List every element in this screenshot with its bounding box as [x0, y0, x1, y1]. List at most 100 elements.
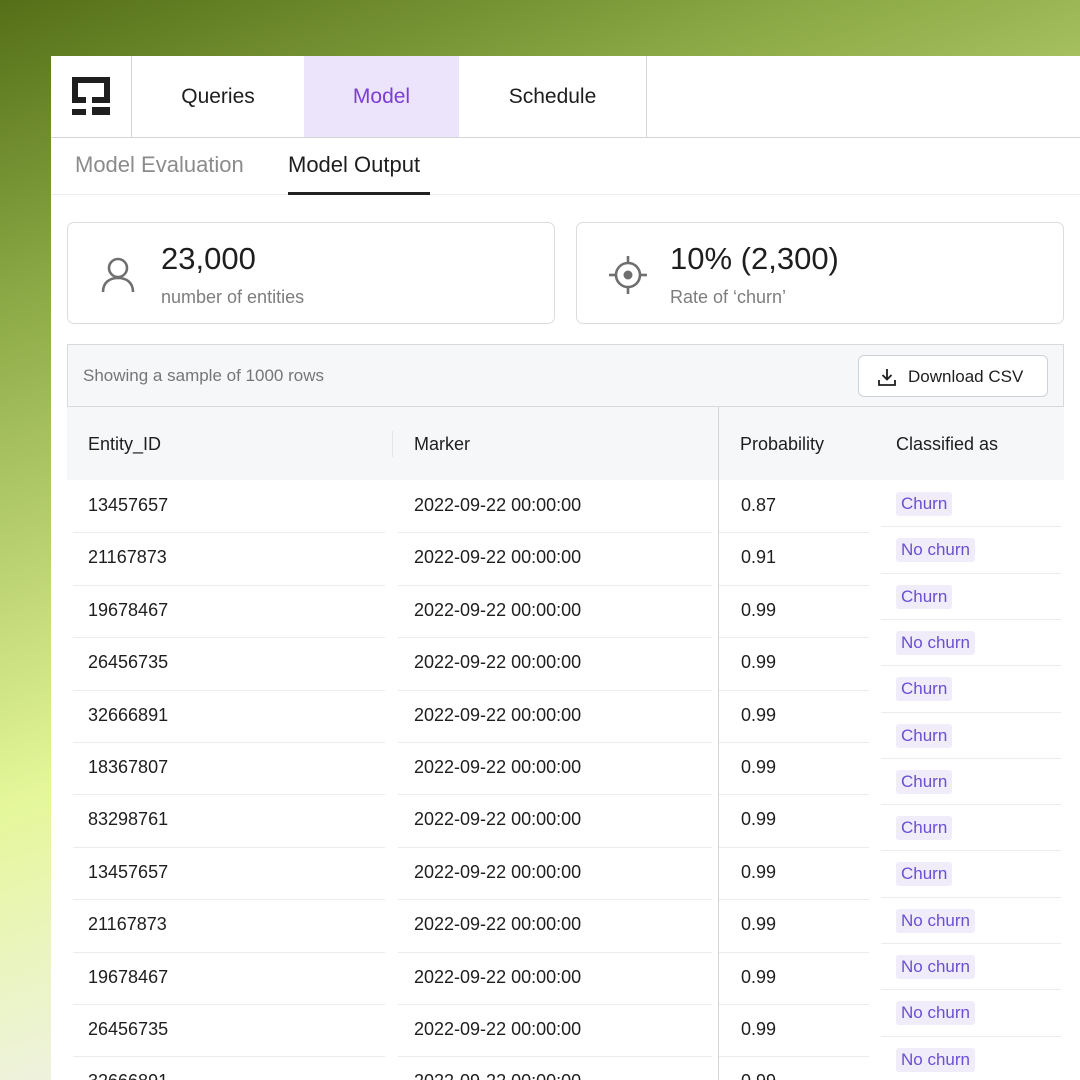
row-divider	[719, 689, 869, 691]
row-divider	[73, 951, 385, 953]
classification-cell: No churn	[881, 526, 1061, 572]
row-divider	[719, 794, 869, 796]
marker-cell: 2022-09-22 00:00:00	[414, 861, 582, 882]
table-row[interactable]: 26456735 2022-09-22 00:00:00	[67, 637, 719, 689]
row-divider	[881, 526, 1061, 528]
probability-cell-wrap: 0.99	[719, 690, 869, 742]
row-divider	[881, 943, 1061, 944]
row-divider	[719, 951, 869, 953]
column-divider-vertical	[718, 407, 719, 1080]
table-header: Entity_ID Marker Probability Classified …	[67, 407, 1064, 480]
classification-badge: Churn	[896, 816, 953, 841]
column-header-classified-as[interactable]: Classified as	[896, 434, 999, 454]
probability-cell-wrap: 0.99	[719, 637, 869, 689]
table-row[interactable]: 32666891 2022-09-22 00:00:00	[67, 690, 719, 742]
row-divider	[398, 584, 712, 586]
marker-cell: 2022-09-22 00:00:00	[414, 1019, 582, 1039]
probability-cell: 0.99	[741, 1019, 777, 1039]
row-divider	[719, 846, 869, 848]
classification-badge: No churn	[896, 630, 975, 655]
probability-cell: 0.99	[741, 966, 777, 987]
probability-cell-wrap: 0.99	[719, 952, 869, 1004]
row-divider	[398, 846, 712, 848]
row-divider	[719, 1004, 869, 1005]
stat-card-churn-rate: 10% (2,300) Rate of ‘churn’	[576, 222, 1064, 324]
sub-tabs: Model Evaluation Model Output	[51, 138, 1080, 195]
classification-badge: Churn	[896, 584, 953, 609]
table-row[interactable]: 13457657 2022-09-22 00:00:00	[67, 480, 719, 532]
table-row[interactable]: 32666891 2022-09-22 00:00:00	[67, 1056, 719, 1080]
table-row[interactable]: 19678467 2022-09-22 00:00:00	[67, 952, 719, 1004]
app-logo[interactable]	[51, 56, 132, 137]
marker-cell: 2022-09-22 00:00:00	[414, 757, 582, 777]
classification-cell: Churn	[881, 573, 1061, 619]
marker-cell: 2022-09-22 00:00:00	[414, 547, 582, 568]
table-row[interactable]: 19678467 2022-09-22 00:00:00	[67, 585, 719, 637]
column-header-entity-id[interactable]: Entity_ID	[88, 434, 162, 454]
subtab-model-evaluation[interactable]: Model Evaluation	[75, 152, 244, 177]
row-divider	[719, 742, 869, 743]
classification-badge: Churn	[896, 723, 953, 748]
row-divider	[73, 689, 385, 691]
entity-id-cell: 13457657	[88, 495, 169, 515]
classification-badge: No churn	[896, 1001, 975, 1026]
classification-cell: No churn	[881, 619, 1061, 665]
entities-label: number of entities	[161, 287, 305, 307]
row-divider	[73, 584, 385, 586]
probability-cell: 0.91	[741, 547, 777, 568]
table-row[interactable]: 26456735 2022-09-22 00:00:00	[67, 1004, 719, 1056]
classification-badge: Churn	[896, 677, 953, 702]
classification-cell: No churn	[881, 1036, 1061, 1080]
download-csv-button[interactable]: Download CSV	[858, 355, 1048, 397]
row-divider	[73, 846, 385, 848]
stat-card-entities: 23,000 number of entities	[67, 222, 555, 324]
table-row[interactable]: 18367807 2022-09-22 00:00:00	[67, 742, 719, 794]
probability-cell-wrap: 0.99	[719, 585, 869, 637]
classification-cell: Churn	[881, 758, 1061, 804]
classification-badge: No churn	[896, 955, 975, 979]
row-divider	[719, 532, 869, 534]
entities-count: 23,000	[161, 241, 256, 276]
row-divider	[881, 618, 1061, 620]
entity-id-cell: 13457657	[88, 861, 169, 882]
entity-id-cell: 32666891	[88, 1071, 168, 1080]
row-divider	[881, 711, 1061, 713]
entity-id-cell: 26456735	[88, 652, 169, 673]
column-header-probability[interactable]: Probability	[740, 434, 825, 454]
table-row[interactable]: 21167873 2022-09-22 00:00:00	[67, 532, 719, 584]
classification-cell: No churn	[881, 897, 1061, 943]
row-divider	[398, 742, 712, 743]
crosshair-icon	[609, 256, 647, 294]
subtab-model-output[interactable]: Model Output	[288, 152, 421, 177]
row-divider	[881, 1035, 1061, 1037]
classification-cell: No churn	[881, 989, 1061, 1035]
classification-badge: Churn	[896, 862, 953, 887]
probability-cell-wrap: 0.99	[719, 1004, 869, 1056]
classification-badge: No churn	[896, 538, 975, 563]
probability-cell: 0.99	[741, 809, 777, 830]
probability-cell: 0.99	[741, 652, 777, 673]
row-divider	[719, 899, 869, 901]
row-divider	[73, 532, 385, 534]
table-row[interactable]: 83298761 2022-09-22 00:00:00	[67, 794, 719, 846]
table-row[interactable]: 13457657 2022-09-22 00:00:00	[67, 847, 719, 899]
row-divider	[73, 899, 385, 901]
row-divider	[881, 572, 1061, 574]
probability-cell-wrap: 0.87	[719, 480, 869, 532]
top-navigation: Queries Model Schedule	[51, 56, 1080, 138]
classification-badge: No churn	[896, 908, 975, 933]
column-header-marker[interactable]: Marker	[414, 434, 471, 454]
classification-badge: No churn	[896, 1047, 975, 1072]
nav-tab-model[interactable]: Model	[304, 56, 459, 137]
entity-id-cell: 19678467	[88, 599, 169, 620]
marker-cell: 2022-09-22 00:00:00	[414, 599, 582, 620]
nav-tab-schedule[interactable]: Schedule	[459, 56, 647, 137]
table-row[interactable]: 21167873 2022-09-22 00:00:00	[67, 899, 719, 951]
row-divider	[398, 689, 712, 691]
classification-cell: Churn	[881, 665, 1061, 711]
nav-tab-queries[interactable]: Queries	[181, 85, 255, 108]
probability-cell: 0.99	[741, 914, 777, 935]
entity-id-cell: 21167873	[88, 914, 167, 935]
row-divider	[881, 989, 1061, 991]
row-divider	[73, 1056, 385, 1058]
